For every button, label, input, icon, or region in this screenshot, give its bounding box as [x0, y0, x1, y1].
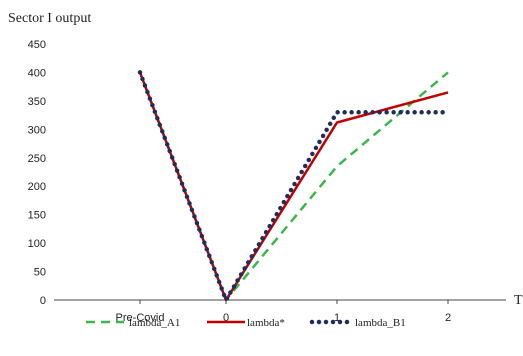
x-tick-label: 0: [223, 312, 229, 324]
y-tick-label: 350: [28, 96, 46, 108]
y-axis-title: Sector I output: [8, 11, 91, 26]
y-tick-label: 200: [28, 181, 46, 193]
x-axis-title: T: [514, 293, 523, 308]
y-tick-label: 100: [28, 238, 46, 250]
series-line-lambda-: [138, 71, 449, 302]
legend-label: lambda_B1: [355, 317, 406, 329]
series-layer: [137, 70, 451, 303]
legend-label: lambda_A1: [129, 317, 180, 329]
y-tick-label: 400: [28, 67, 46, 79]
axes: 0 50 100 150 200 250 300 350 400 450 Pre-Covid 0 1 2: [28, 39, 506, 324]
y-tick-label: 50: [34, 267, 46, 279]
series-line-lambda-b1: [137, 70, 451, 303]
x-tick-label: Pre-Covid: [116, 312, 165, 324]
legend: lambda_A1 lambda* lambda_B1: [86, 317, 406, 329]
y-tick-label: 300: [28, 124, 46, 136]
y-tick-label: 0: [40, 295, 46, 307]
y-tick-label: 250: [28, 153, 46, 165]
y-tick-label: 450: [28, 39, 46, 51]
legend-label: lambda*: [247, 317, 285, 329]
x-tick-label: 2: [445, 312, 451, 324]
x-tick-label: 1: [334, 312, 340, 324]
y-tick-label: 150: [28, 210, 46, 222]
